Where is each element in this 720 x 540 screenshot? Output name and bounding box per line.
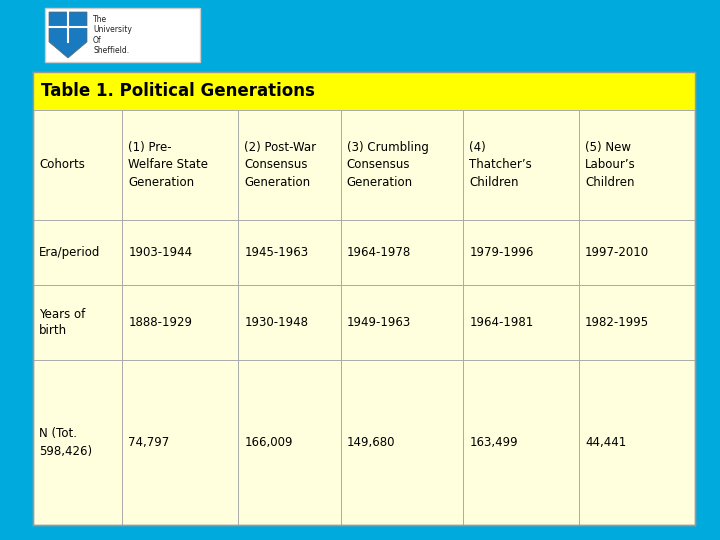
Text: The
University
Of
Sheffield.: The University Of Sheffield. [93, 15, 132, 55]
Text: Cohorts: Cohorts [39, 159, 85, 172]
Text: 163,499: 163,499 [469, 436, 518, 449]
Text: 1979-1996: 1979-1996 [469, 246, 534, 259]
Text: 1930-1948: 1930-1948 [244, 316, 308, 329]
Text: (1) Pre-
Welfare State
Generation: (1) Pre- Welfare State Generation [128, 141, 208, 188]
Text: 44,441: 44,441 [585, 436, 626, 449]
Polygon shape [49, 12, 87, 58]
Text: 166,009: 166,009 [244, 436, 293, 449]
Text: 1964-1978: 1964-1978 [347, 246, 411, 259]
Bar [33, 72, 695, 110]
Text: 1964-1981: 1964-1981 [469, 316, 534, 329]
Bar [33, 72, 695, 525]
Text: 1997-2010: 1997-2010 [585, 246, 649, 259]
Text: 1903-1944: 1903-1944 [128, 246, 192, 259]
Bar [45, 8, 200, 62]
Text: 149,680: 149,680 [347, 436, 395, 449]
Text: Era/period: Era/period [39, 246, 100, 259]
Text: 1945-1963: 1945-1963 [244, 246, 308, 259]
Text: 1982-1995: 1982-1995 [585, 316, 649, 329]
Text: N (Tot.
598,426): N (Tot. 598,426) [39, 428, 92, 457]
Text: Years of
birth: Years of birth [39, 307, 85, 338]
Text: Table 1. Political Generations: Table 1. Political Generations [41, 82, 315, 100]
Text: 1949-1963: 1949-1963 [347, 316, 411, 329]
Text: (3) Crumbling
Consensus
Generation: (3) Crumbling Consensus Generation [347, 141, 428, 188]
Text: 1888-1929: 1888-1929 [128, 316, 192, 329]
Text: (5) New
Labour’s
Children: (5) New Labour’s Children [585, 141, 636, 188]
Text: (4)
Thatcher’s
Children: (4) Thatcher’s Children [469, 141, 532, 188]
Text: 74,797: 74,797 [128, 436, 170, 449]
Text: (2) Post-War
Consensus
Generation: (2) Post-War Consensus Generation [244, 141, 316, 188]
